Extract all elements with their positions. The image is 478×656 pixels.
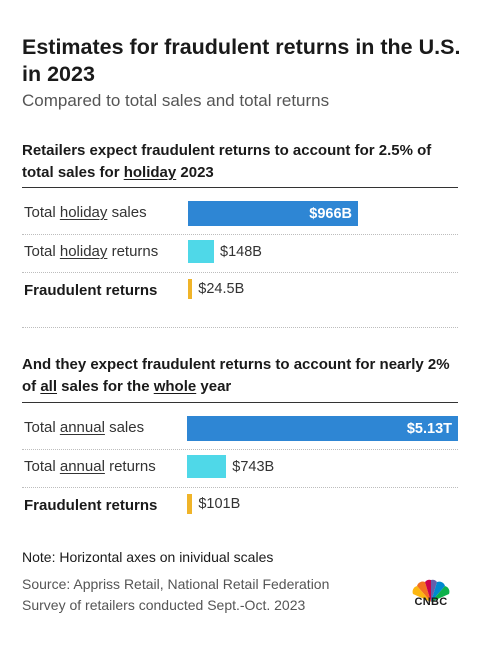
section-1-rule [22,187,458,188]
cnbc-wordmark: CNBC [414,596,448,608]
bar-fraudulent-returns-annual [187,494,193,514]
row-divider [22,272,458,273]
peacock-logo-icon [412,579,450,602]
section-2-rule [22,402,458,403]
section-1-heading-part: Retailers expect fraudulent returns to a… [22,142,432,181]
section-1-heading: Retailers expect fraudulent returns to a… [22,140,462,183]
footnote: Note: Horizontal axes on inividual scale… [22,549,274,565]
row-label-emphasis: annual [59,458,105,475]
row-divider [22,449,458,450]
section-2-heading-emphasis: all [40,377,58,395]
chart-subtitle: Compared to total sales and total return… [22,91,330,110]
row-divider [22,487,458,488]
row-divider [22,327,458,328]
source-line-1: Source: Appriss Retail, National Retail … [22,576,330,592]
chart-title: Estimates for fraudulent returns in the … [22,35,461,86]
section-1-heading-part: 2023 [176,163,214,181]
bar-total-annual-sales [187,416,458,441]
row-divider [22,234,458,235]
bar-total-holiday-returns [188,240,215,263]
value-label: $743B [232,458,275,475]
section-2-heading-part: year [196,377,232,395]
row-label-emphasis: holiday [59,243,108,260]
row-label-total-holiday-sales: Total holiday sales [24,204,147,221]
value-label: $24.5B [198,281,245,297]
row-label-fraudulent-returns-annual: Fraudulent returns [24,497,158,514]
row-label-total-annual-returns: Total annual returns [24,458,156,475]
section-2-heading-part: sales for the [57,377,154,395]
value-label: $148B [220,243,262,260]
value-label: $966B [309,205,352,222]
source-text: Source: Appriss Retail, National Retail … [22,574,402,616]
row-label-total-annual-sales: Total annual sales [24,419,145,436]
value-label: $5.13T [406,420,452,437]
source-line-2: Survey of retailers conducted Sept.-Oct.… [22,597,306,613]
bar-total-holiday-sales [188,201,358,226]
section-2-heading-part: And they expect fraudulent returns to ac… [22,356,450,395]
bar-fraudulent-returns-holiday [188,279,193,299]
row-label-emphasis: annual [59,419,105,436]
section-2-heading-emphasis: whole [153,377,197,395]
section-1-heading-emphasis: holiday [123,163,177,181]
value-label: $101B [198,496,241,512]
bar-total-annual-returns [187,455,227,478]
row-label-fraudulent-returns-holiday: Fraudulent returns [24,282,158,299]
row-label-total-holiday-returns: Total holiday returns [24,243,159,260]
row-label-emphasis: holiday [59,204,108,221]
section-2-heading: And they expect fraudulent returns to ac… [22,354,462,397]
